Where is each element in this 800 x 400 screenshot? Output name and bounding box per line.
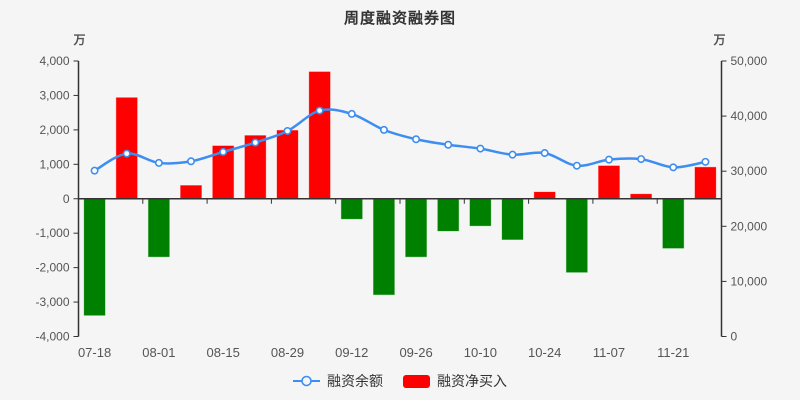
net-buy-bar-09-26[interactable] [404, 198, 428, 258]
legend-label-netbuy: 融资净买入 [437, 373, 507, 389]
right-axis-label: 50,000 [731, 54, 768, 68]
chart-title: 周度融资融券图 [343, 10, 456, 27]
x-axis-label: 11-07 [593, 345, 625, 360]
net-buy-bar-08-01[interactable] [147, 198, 171, 258]
net-buy-bar-08-29[interactable] [275, 129, 299, 200]
left-axis-label: -4,000 [35, 330, 69, 344]
left-axis-label: 0 [63, 192, 70, 206]
balance-point-07-18[interactable] [90, 166, 99, 175]
balance-point-10-10[interactable] [476, 144, 485, 153]
net-buy-bar-10-17[interactable] [501, 198, 525, 241]
balance-point-09-19[interactable] [379, 125, 388, 134]
net-buy-bar-09-12[interactable] [340, 198, 364, 220]
balance-point-09-05[interactable] [315, 106, 324, 115]
net-buy-bar-07-18[interactable] [83, 198, 107, 317]
net-buy-bar-10-24[interactable] [533, 191, 557, 200]
legend-label-balance: 融资余额 [327, 373, 383, 389]
net-buy-bar-10-10[interactable] [468, 198, 492, 227]
left-axis-label: 3,000 [39, 88, 69, 102]
left-axis-unit: 万 [72, 33, 85, 47]
balance-point-10-31[interactable] [572, 161, 581, 170]
x-axis-label: 10-10 [464, 345, 497, 360]
net-buy-bar-10-31[interactable] [565, 198, 589, 274]
balance-point-10-03[interactable] [444, 140, 453, 149]
balance-point-08-22[interactable] [251, 138, 260, 147]
balance-point-11-28[interactable] [701, 157, 710, 166]
balance-point-11-07[interactable] [604, 155, 613, 164]
balance-point-08-08[interactable] [187, 157, 196, 166]
right-axis-label: 0 [731, 330, 738, 344]
net-buy-bar-07-25[interactable] [115, 96, 139, 200]
balance-point-07-25[interactable] [122, 149, 131, 158]
x-axis-label: 09-26 [399, 345, 432, 360]
net-buy-bar-11-28[interactable] [693, 166, 717, 200]
bar-series-icon [403, 374, 430, 388]
right-axis-label: 40,000 [731, 109, 768, 123]
net-buy-bar-09-05[interactable] [308, 70, 332, 200]
legend-item-netbuy[interactable]: 融资净买入 [403, 371, 507, 391]
x-axis-label: 10-24 [528, 345, 561, 360]
x-axis-label: 08-01 [142, 345, 175, 360]
right-axis-unit: 万 [712, 33, 725, 47]
balance-point-08-29[interactable] [283, 126, 292, 135]
left-axis-label: 2,000 [39, 123, 69, 137]
left-axis-label: -3,000 [35, 295, 69, 309]
net-buy-bar-08-08[interactable] [179, 184, 203, 200]
line-series-icon [293, 375, 320, 387]
balance-line [93, 108, 707, 172]
right-axis-label: 10,000 [731, 274, 768, 288]
x-axis-label: 07-18 [78, 345, 111, 360]
legend-item-balance[interactable]: 融资余额 [293, 371, 383, 391]
x-axis-label: 09-12 [335, 345, 368, 360]
net-buy-bar-11-14[interactable] [629, 193, 653, 200]
balance-point-09-26[interactable] [412, 135, 421, 144]
balance-point-11-21[interactable] [669, 163, 678, 172]
chart-legend: 融资余额 融资净买入 [0, 367, 800, 395]
balance-point-10-24[interactable] [540, 149, 549, 158]
net-buy-bar-11-21[interactable] [661, 198, 685, 250]
right-axis-label: 30,000 [731, 164, 768, 178]
balance-point-08-15[interactable] [219, 147, 228, 156]
net-buy-bar-10-03[interactable] [436, 198, 460, 232]
balance-point-11-14[interactable] [637, 155, 646, 164]
balance-point-09-12[interactable] [347, 109, 356, 118]
right-axis-label: 20,000 [731, 219, 768, 233]
left-axis-label: 1,000 [39, 157, 69, 171]
balance-point-10-17[interactable] [508, 150, 517, 159]
left-axis-label: -2,000 [35, 261, 69, 275]
left-axis-label: -1,000 [35, 226, 69, 240]
balance-point-08-01[interactable] [154, 158, 163, 167]
net-buy-bar-11-07[interactable] [597, 164, 621, 200]
left-axis-label: 4,000 [39, 54, 69, 68]
x-axis-label: 08-15 [207, 345, 240, 360]
x-axis-label: 11-21 [657, 345, 689, 360]
x-axis-label: 08-29 [271, 345, 304, 360]
net-buy-bar-09-19[interactable] [372, 198, 396, 296]
